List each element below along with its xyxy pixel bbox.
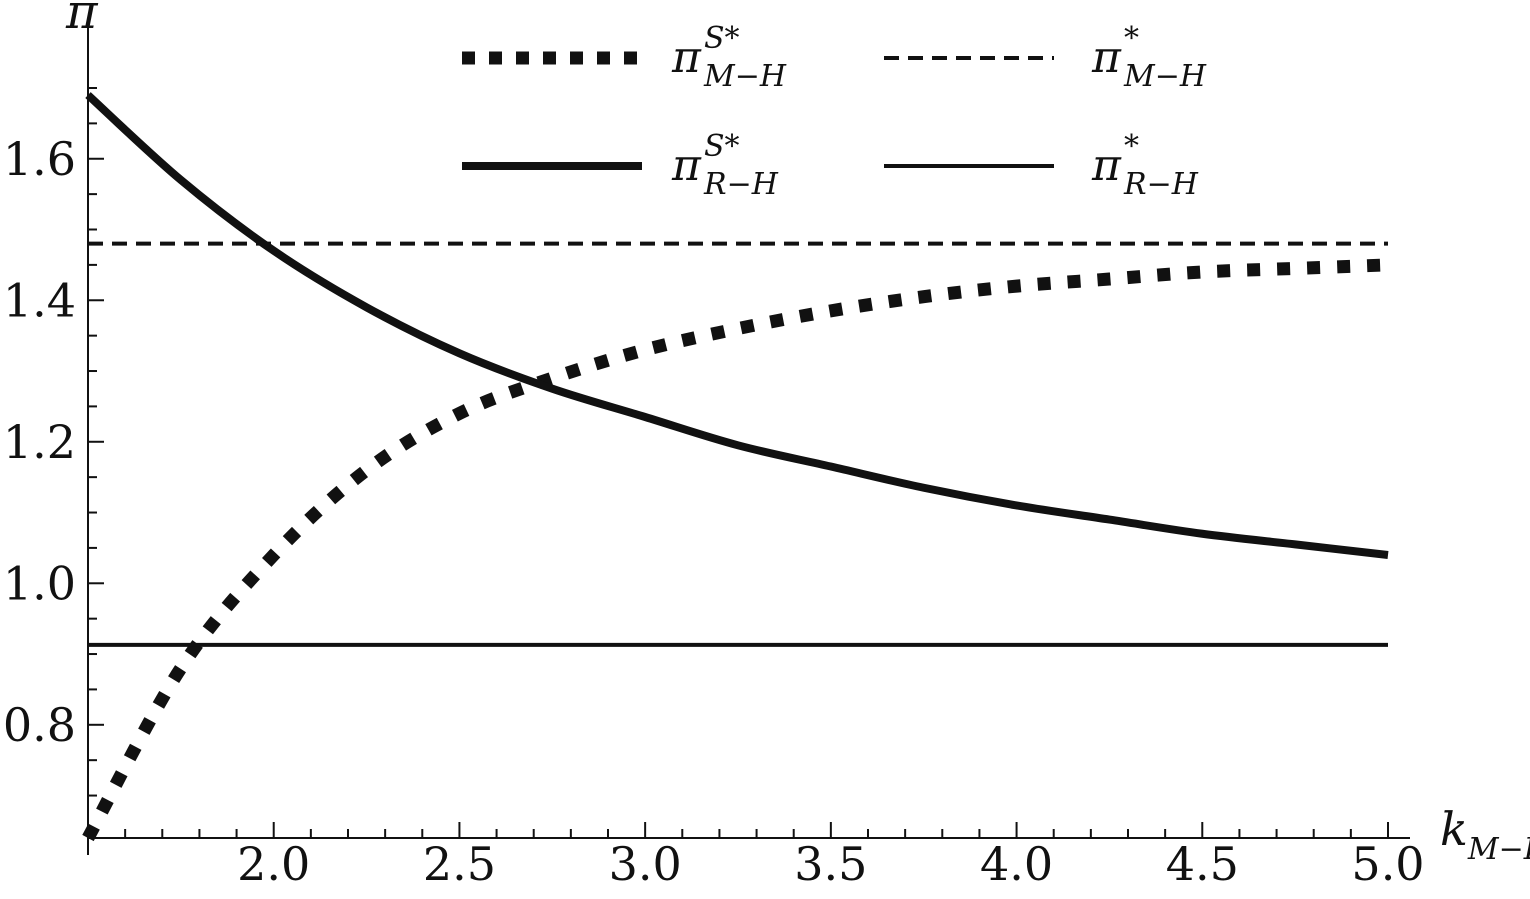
y-tick-label: 0.8 [3,698,76,752]
legend-item: π S*M−H [462,21,787,94]
y-axis-label: π [65,0,99,40]
series-line-1 [82,258,1389,842]
x-tick-label: 4.5 [1166,837,1239,891]
legend-superscript: S* [704,21,740,56]
y-tick-label: 1.2 [3,415,76,469]
legend: π S*M−H π *M−Hπ S*R−H π *R−H [462,21,1207,202]
legend-item: π *R−H [884,129,1199,202]
axes: 2.0 2.5 3.0 3.5 4.0 4.5 5.0 0.8 1.0 1.2 1.4 1.6 [3,20,1425,891]
legend-item: π *M−H [884,21,1207,94]
x-tick-label: 2.0 [237,837,310,891]
legend-subscript: R−H [703,167,779,202]
legend-subscript: M−H [1123,59,1207,94]
x-tick-label: 2.5 [423,837,496,891]
legend-symbol: π [671,32,702,83]
legend-superscript: * [1124,21,1139,56]
y-tick-label: 1.0 [3,556,76,610]
legend-symbol: π [1091,32,1122,83]
legend-subscript: M−H [703,59,787,94]
x-tick-label: 3.0 [609,837,682,891]
x-axis-label-sub: M−L [1467,832,1530,867]
legend-subscript: R−H [1123,167,1199,202]
series-line-3 [85,92,1389,559]
legend-item: π S*R−H [462,129,779,202]
x-axis-label: kM−L [1440,802,1530,867]
x-axis-label-main: k [1440,802,1468,856]
x-tick-label: 5.0 [1351,837,1424,891]
x-tick-label: 3.5 [794,837,867,891]
legend-symbol: π [671,140,702,191]
legend-superscript: * [1124,129,1139,164]
series-layer [82,92,1389,842]
legend-symbol: π [1091,140,1122,191]
y-tick-label: 1.4 [3,273,76,327]
y-tick-label: 1.6 [3,132,76,186]
legend-superscript: S* [704,129,740,164]
x-tick-label: 4.0 [980,837,1053,891]
